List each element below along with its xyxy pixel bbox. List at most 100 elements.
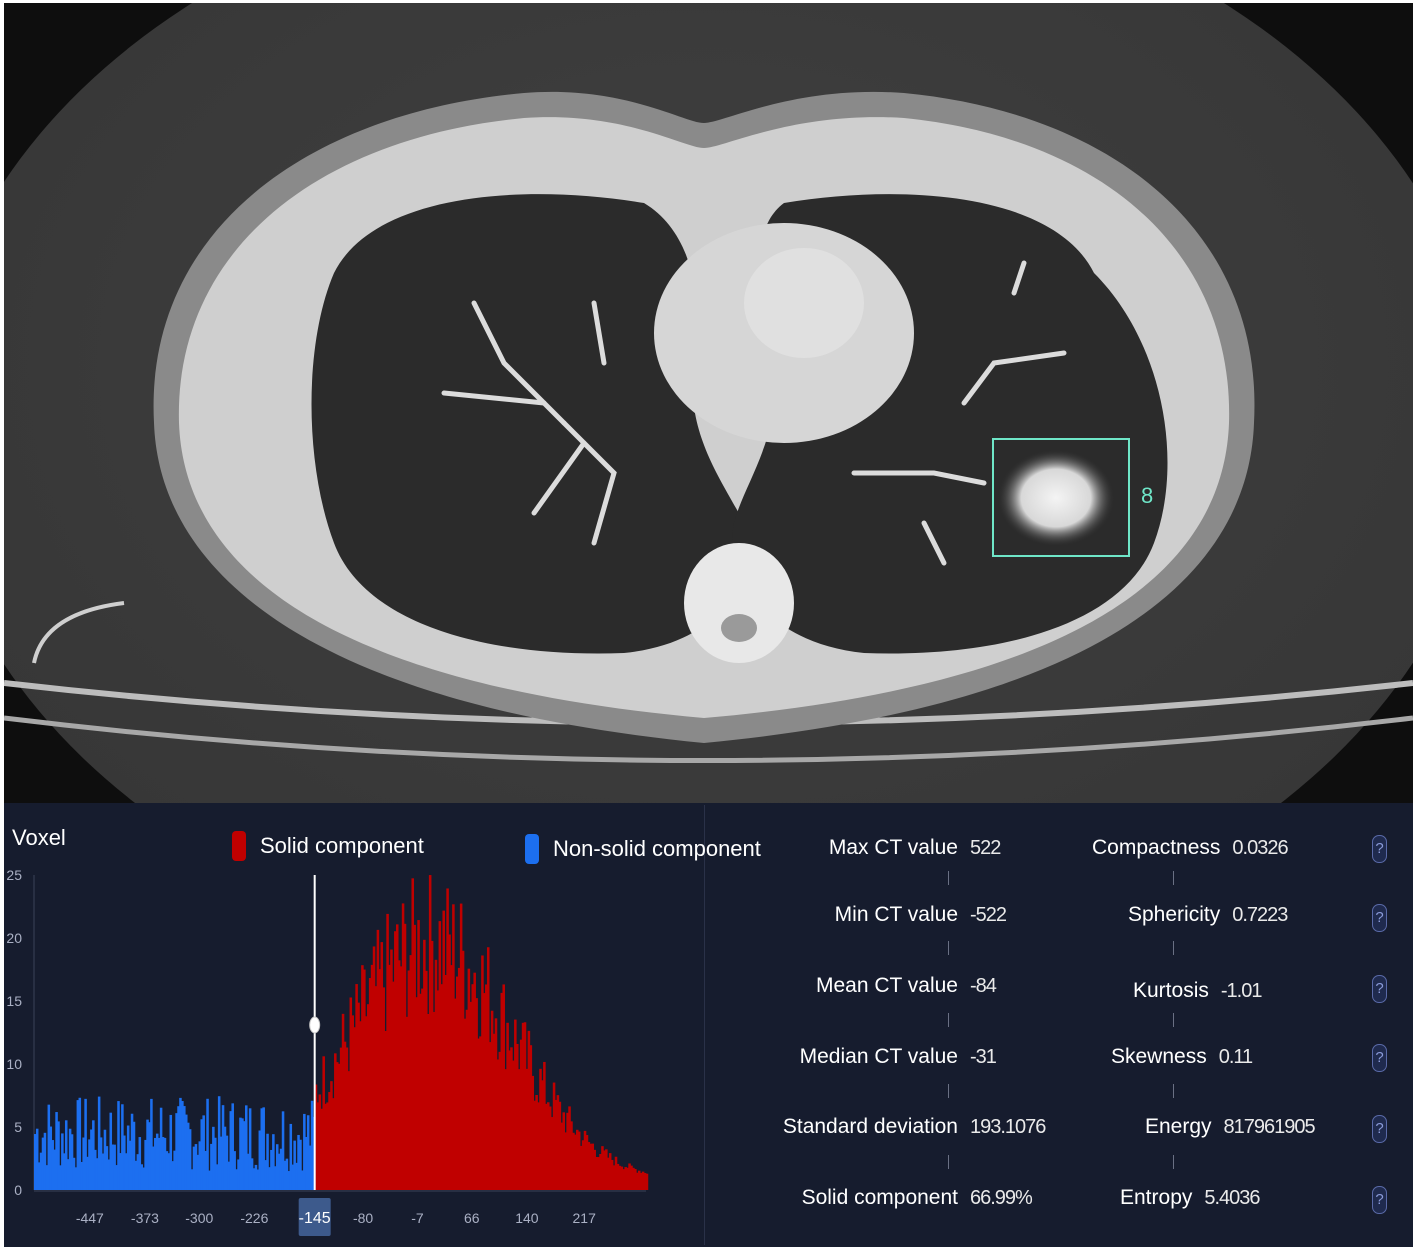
- histogram-bar-nonsolid: [283, 1160, 287, 1190]
- threshold-handle[interactable]: [309, 1016, 321, 1034]
- histogram-bar-solid: [455, 976, 459, 1190]
- histogram-bar-solid: [368, 978, 372, 1190]
- histogram-bar-solid: [608, 1153, 612, 1190]
- histogram-bar-solid: [523, 1022, 527, 1190]
- histogram-bar-solid: [637, 1170, 641, 1190]
- histogram-bar-solid: [457, 967, 461, 1190]
- histogram-bar-nonsolid: [117, 1101, 120, 1190]
- histogram-bar-nonsolid: [184, 1114, 188, 1190]
- histogram-bar-nonsolid: [223, 1126, 227, 1190]
- roi-box[interactable]: [992, 438, 1130, 557]
- question-icon[interactable]: ?: [1372, 904, 1387, 932]
- threshold-label-box: [298, 1198, 331, 1236]
- histogram-bar-solid: [417, 920, 420, 1190]
- stat-value: 0.0326: [1232, 837, 1288, 859]
- histogram-bar-nonsolid: [59, 1165, 62, 1190]
- histogram-bar-solid: [353, 1027, 356, 1190]
- histogram-bar-solid: [601, 1146, 604, 1190]
- histogram-bar-solid: [394, 931, 397, 1190]
- histogram-bar-nonsolid: [229, 1111, 233, 1190]
- histogram-bar-solid: [355, 984, 358, 1190]
- histogram-bar-solid: [585, 1135, 589, 1190]
- question-icon[interactable]: ?: [1372, 975, 1387, 1003]
- y-tick-label: 15: [6, 993, 22, 1009]
- stat-value: 0.11: [1218, 1046, 1253, 1068]
- histogram-bar-nonsolid: [37, 1162, 41, 1190]
- question-icon[interactable]: ?: [1372, 1044, 1387, 1072]
- histogram-bar-solid: [498, 1051, 502, 1190]
- ct-viewport[interactable]: 8: [4, 3, 1413, 803]
- stat-value: 66.99%: [970, 1187, 1033, 1209]
- legend-nonsolid[interactable]: Non-solid component: [525, 834, 761, 864]
- histogram-bar-solid: [440, 984, 444, 1190]
- stat-solid-component: Solid component 66.99%: [802, 1186, 1033, 1210]
- histogram-bar-nonsolid: [175, 1113, 178, 1190]
- histogram-bar-solid: [643, 1172, 647, 1190]
- histogram-bar-nonsolid: [103, 1129, 107, 1190]
- histogram-bar-solid: [407, 970, 411, 1190]
- question-icon[interactable]: ?: [1372, 835, 1387, 863]
- histogram-bar-nonsolid: [202, 1115, 205, 1190]
- divider-tick: [948, 1084, 949, 1098]
- stat-label: Max CT value: [828, 836, 958, 859]
- histogram-bar-solid: [587, 1142, 591, 1190]
- histogram-bar-nonsolid: [308, 1145, 312, 1190]
- histogram-bar-nonsolid: [150, 1098, 153, 1190]
- histogram-bar-solid: [589, 1143, 593, 1190]
- histogram-bar-solid: [543, 1061, 546, 1190]
- x-tick-label: -373: [131, 1210, 159, 1226]
- stat-skewness: Skewness 0.11: [1111, 1045, 1253, 1069]
- histogram-bar-solid: [576, 1129, 579, 1190]
- histogram-bar-solid: [335, 1062, 339, 1190]
- histogram-bar-solid: [502, 984, 505, 1190]
- histogram-bar-nonsolid: [200, 1119, 204, 1190]
- histogram-bar-solid: [572, 1132, 575, 1190]
- histogram-bar-solid: [343, 1041, 347, 1190]
- stat-min-ct: Min CT value -522: [835, 903, 1020, 927]
- histogram-bar-solid: [548, 1106, 552, 1190]
- histogram-bar-solid: [599, 1153, 602, 1190]
- legend-solid[interactable]: Solid component: [232, 831, 424, 861]
- question-icon[interactable]: ?: [1372, 1115, 1387, 1143]
- histogram-bar-solid: [521, 1022, 525, 1190]
- histogram-chart[interactable]: 0 5 10 15 20 25 -447 -373 -300 -226 -145 -80 -7 66 140…: [4, 863, 664, 1243]
- histogram-bar-nonsolid: [105, 1146, 109, 1190]
- histogram-bar-nonsolid: [248, 1108, 252, 1190]
- stat-value: -84: [970, 975, 997, 997]
- stat-value: 522: [970, 837, 1001, 859]
- histogram-bar-nonsolid: [303, 1113, 306, 1190]
- histogram-bar-nonsolid: [165, 1151, 169, 1190]
- histogram-bar-solid: [641, 1171, 645, 1190]
- stat-label: Compactness: [1092, 836, 1221, 859]
- histogram-bar-nonsolid: [275, 1144, 279, 1190]
- histogram-bar-solid: [395, 924, 399, 1190]
- histogram-bar-nonsolid: [159, 1107, 163, 1190]
- histogram-bar-nonsolid: [68, 1128, 72, 1190]
- histogram-bar-nonsolid: [78, 1097, 82, 1190]
- histogram-bar-nonsolid: [138, 1137, 142, 1190]
- histogram-bar-nonsolid: [183, 1106, 186, 1190]
- histogram-bar-nonsolid: [206, 1098, 209, 1190]
- histogram-bar-solid: [550, 1117, 554, 1190]
- histogram-bar-nonsolid: [128, 1140, 132, 1190]
- stat-label: Median CT value: [799, 1045, 958, 1068]
- histogram-bar-solid: [397, 960, 401, 1190]
- histogram-bar-solid: [475, 998, 478, 1190]
- histogram-bar-solid: [467, 968, 471, 1190]
- histogram-bar-nonsolid: [61, 1133, 64, 1190]
- histogram-bar-solid: [318, 1094, 322, 1190]
- histogram-bar-nonsolid: [109, 1112, 113, 1190]
- histogram-bar-solid: [479, 1036, 482, 1190]
- question-icon[interactable]: ?: [1372, 1186, 1387, 1214]
- histogram-bar-nonsolid: [94, 1149, 97, 1190]
- histogram-bar-nonsolid: [51, 1140, 54, 1190]
- histogram-bar-solid: [465, 1009, 469, 1190]
- histogram-bar-solid: [332, 1098, 335, 1190]
- histogram-bar-solid: [577, 1131, 581, 1190]
- histogram-bar-nonsolid: [295, 1162, 298, 1190]
- histogram-bar-solid: [357, 1002, 360, 1190]
- y-tick-label: 10: [6, 1056, 22, 1072]
- histogram-bar-nonsolid: [70, 1134, 74, 1190]
- histogram-bar-solid: [512, 1060, 515, 1190]
- histogram-bar-solid: [597, 1157, 600, 1190]
